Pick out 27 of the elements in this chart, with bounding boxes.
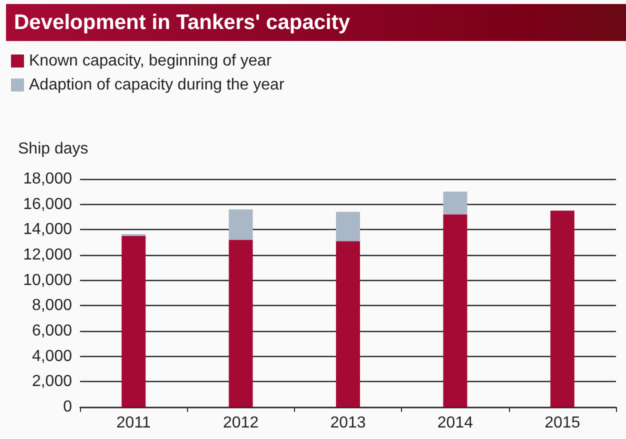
y-tick-label: 6,000 — [32, 322, 72, 340]
chart-title: Development in Tankers' capacity — [6, 4, 626, 41]
x-tick-label: 2012 — [223, 414, 259, 432]
y-tick-label: 10,000 — [23, 272, 72, 289]
legend-label: Adaption of capacity during the year — [29, 76, 285, 94]
bar — [336, 241, 360, 407]
legend-label: Known capacity, beginning of year — [29, 52, 272, 70]
bar — [228, 240, 253, 407]
y-tick-label: 16,000 — [23, 196, 72, 213]
x-tick-label: 2013 — [330, 414, 366, 432]
bar — [336, 212, 360, 242]
bar — [122, 236, 146, 407]
y-tick-label: 18,000 — [23, 170, 72, 188]
y-tick-label: 2,000 — [32, 373, 72, 390]
bar — [443, 214, 468, 407]
y-tick-label: 0 — [63, 398, 72, 416]
y-tick-label: 8,000 — [32, 297, 72, 314]
bar — [443, 192, 468, 214]
y-tick-label: 4,000 — [32, 348, 72, 365]
x-tick-label: 2011 — [116, 414, 151, 432]
x-tick-label: 2015 — [544, 414, 580, 432]
y-tick-label: 14,000 — [23, 221, 72, 238]
y-tick-label: 12,000 — [23, 246, 72, 264]
y-axis-title: Ship days — [18, 140, 88, 158]
bar — [550, 210, 574, 407]
x-tick-label: 2014 — [437, 414, 474, 432]
bar — [228, 209, 253, 240]
